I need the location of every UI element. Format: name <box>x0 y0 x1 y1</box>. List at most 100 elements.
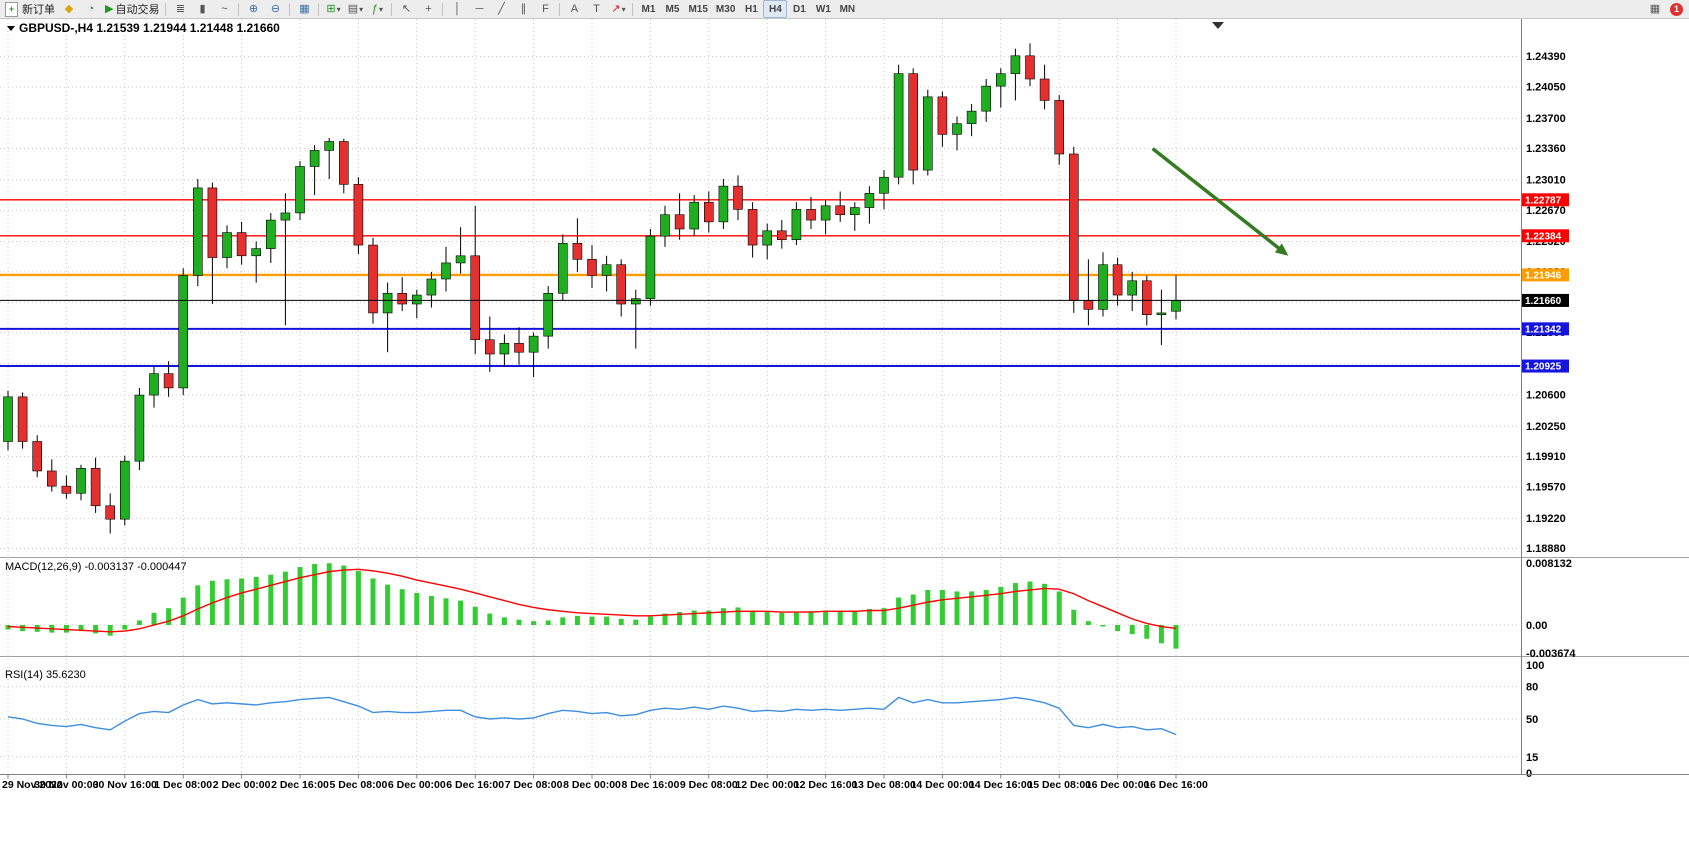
candle-body <box>952 123 962 135</box>
macd-histogram-bar <box>837 610 843 625</box>
price-badge <box>1522 359 1569 373</box>
channel-button[interactable]: ∥ <box>512 0 534 18</box>
macd-histogram-bar <box>852 610 858 625</box>
chart-canvas[interactable]: 1.24390 1.24050 1.23700 1.23360 1.23010 1.226… <box>0 19 1689 796</box>
svg-text:2 Dec 16:00: 2 Dec 16:00 <box>271 779 329 791</box>
crosshair-button[interactable]: + <box>417 0 439 18</box>
macd-histogram-bar <box>1012 583 1018 625</box>
toolbar-right-group: ▦ 1 <box>1644 0 1687 18</box>
price-badge <box>1522 268 1569 282</box>
chart-shift-marker[interactable] <box>1212 22 1224 29</box>
timeframe-h4[interactable]: H4 <box>763 0 788 18</box>
timeframe-m30[interactable]: M30 <box>715 3 736 15</box>
trendline-button[interactable]: ╱ <box>490 0 512 18</box>
svg-text:14 Dec 16:00: 14 Dec 16:00 <box>969 779 1033 791</box>
clock-button[interactable]: ◔ <box>80 0 102 18</box>
compass-button[interactable]: ◆ <box>58 0 80 18</box>
autotrading-button[interactable]: ▶ 自动交易 <box>102 0 162 18</box>
macd-histogram-bar <box>326 563 332 625</box>
timeframe-h1[interactable]: H1 <box>744 3 758 15</box>
toolbar-separator <box>318 2 320 16</box>
candle-body <box>587 259 597 276</box>
zoom-out-button[interactable]: ⊖ <box>264 0 286 18</box>
macd-histogram-bar <box>531 621 537 625</box>
price-badge <box>1522 229 1569 243</box>
bar-chart-button[interactable]: ≣ <box>169 0 191 18</box>
candle-body <box>806 209 816 221</box>
svg-text:-0.003674: -0.003674 <box>1526 648 1576 660</box>
timeframe-d1[interactable]: D1 <box>792 3 806 15</box>
svg-text:1.22787: 1.22787 <box>1525 195 1562 206</box>
svg-text:1.23010: 1.23010 <box>1526 174 1566 186</box>
timeframe-m1[interactable]: M1 <box>641 3 656 15</box>
text-tool-button[interactable]: A <box>563 0 585 18</box>
svg-text:6 Dec 16:00: 6 Dec 16:00 <box>446 779 504 791</box>
macd-histogram-bar <box>224 579 230 625</box>
horizontal-line-objects[interactable] <box>0 199 1520 368</box>
macd-histogram-bar <box>136 620 142 625</box>
vertical-line-button[interactable]: │ <box>446 0 468 18</box>
macd-histogram-bar <box>63 624 69 633</box>
macd-histogram-bar <box>341 565 347 625</box>
candle-body <box>1083 300 1094 310</box>
candle-body <box>995 73 1006 87</box>
trend-arrow[interactable] <box>1151 147 1289 256</box>
candlestick-chart-button[interactable]: ▮ <box>191 0 213 18</box>
indicators-button[interactable]: ƒ ▾ <box>366 0 388 18</box>
cursor-button[interactable]: ↖ <box>395 0 417 18</box>
candle-body <box>601 264 612 276</box>
macd-histogram-bar <box>560 617 566 625</box>
macd-histogram-bar <box>1042 583 1048 625</box>
svg-text:1.19910: 1.19910 <box>1526 451 1566 463</box>
candle-body <box>1112 264 1123 296</box>
autotrading-play-icon: ▶ <box>105 3 114 15</box>
macd-panel[interactable]: MACD(12,26,9) -0.003137 -0.000447 0.00813… <box>0 558 1576 660</box>
macd-histogram-bar <box>268 574 274 625</box>
fibonacci-button[interactable]: F <box>534 0 556 18</box>
candle-body <box>718 185 729 223</box>
candle-body <box>193 187 203 276</box>
svg-text:50: 50 <box>1526 714 1538 726</box>
macd-histogram-bar <box>618 618 624 625</box>
profiles-button[interactable]: ▤ ▾ <box>344 0 366 18</box>
svg-text:9 Dec 08:00: 9 Dec 08:00 <box>680 779 738 791</box>
candlestick-chart-icon: ▮ <box>199 3 206 15</box>
horizontal-line-button[interactable]: ─ <box>468 0 490 18</box>
new-chart-button[interactable]: ⊞ ▾ <box>322 0 344 18</box>
candle-body <box>222 232 232 258</box>
timeframe-mn[interactable]: MN <box>839 3 856 15</box>
macd-histogram-bar <box>107 624 113 636</box>
notification-badge[interactable]: 1 <box>1670 2 1683 16</box>
new-order-label: 新订单 <box>22 4 55 16</box>
macd-histogram-bar <box>1129 624 1135 635</box>
new-order-button[interactable]: + 新订单 <box>2 0 58 18</box>
timeframe-w1[interactable]: W1 <box>815 3 831 15</box>
tile-windows-button[interactable]: ▦ <box>293 0 315 18</box>
panel-dividers[interactable] <box>0 557 1689 657</box>
label-tool-button[interactable]: T <box>585 0 607 18</box>
macd-histogram-bar <box>312 564 318 625</box>
timeframe-m5[interactable]: M5 <box>665 3 680 15</box>
svg-text:5 Dec 08:00: 5 Dec 08:00 <box>330 779 388 791</box>
zoom-in-button[interactable]: ⊕ <box>242 0 264 18</box>
svg-text:GBPUSD-,H4 1.21539 1.21944 1.2: GBPUSD-,H4 1.21539 1.21944 1.21448 1.216… <box>19 21 280 35</box>
chart-window-button[interactable]: ▦ <box>1644 0 1666 18</box>
candle-body <box>528 335 539 353</box>
candle-body <box>265 219 276 249</box>
candle-body <box>1171 300 1181 312</box>
candle-body <box>120 460 130 520</box>
timeframe-m15[interactable]: M15 <box>688 3 708 15</box>
candle-body <box>397 292 408 305</box>
symbol-collapse-icon[interactable] <box>7 26 15 31</box>
macd-histogram-bar <box>122 624 128 630</box>
line-chart-button[interactable]: ~ <box>213 0 235 18</box>
vertical-line-icon: │ <box>454 3 461 15</box>
macd-histogram-bar <box>282 571 288 625</box>
candle-body <box>178 275 188 389</box>
rsi-panel[interactable]: RSI(14) 35.62301008050150 <box>0 660 1544 780</box>
candle-body <box>134 394 145 462</box>
arrows-tool-button[interactable]: ↗ ▾ <box>607 0 629 18</box>
candle-body <box>645 235 656 299</box>
chart-window[interactable]: 1.24390 1.24050 1.23700 1.23360 1.23010 1.226… <box>0 19 1689 796</box>
